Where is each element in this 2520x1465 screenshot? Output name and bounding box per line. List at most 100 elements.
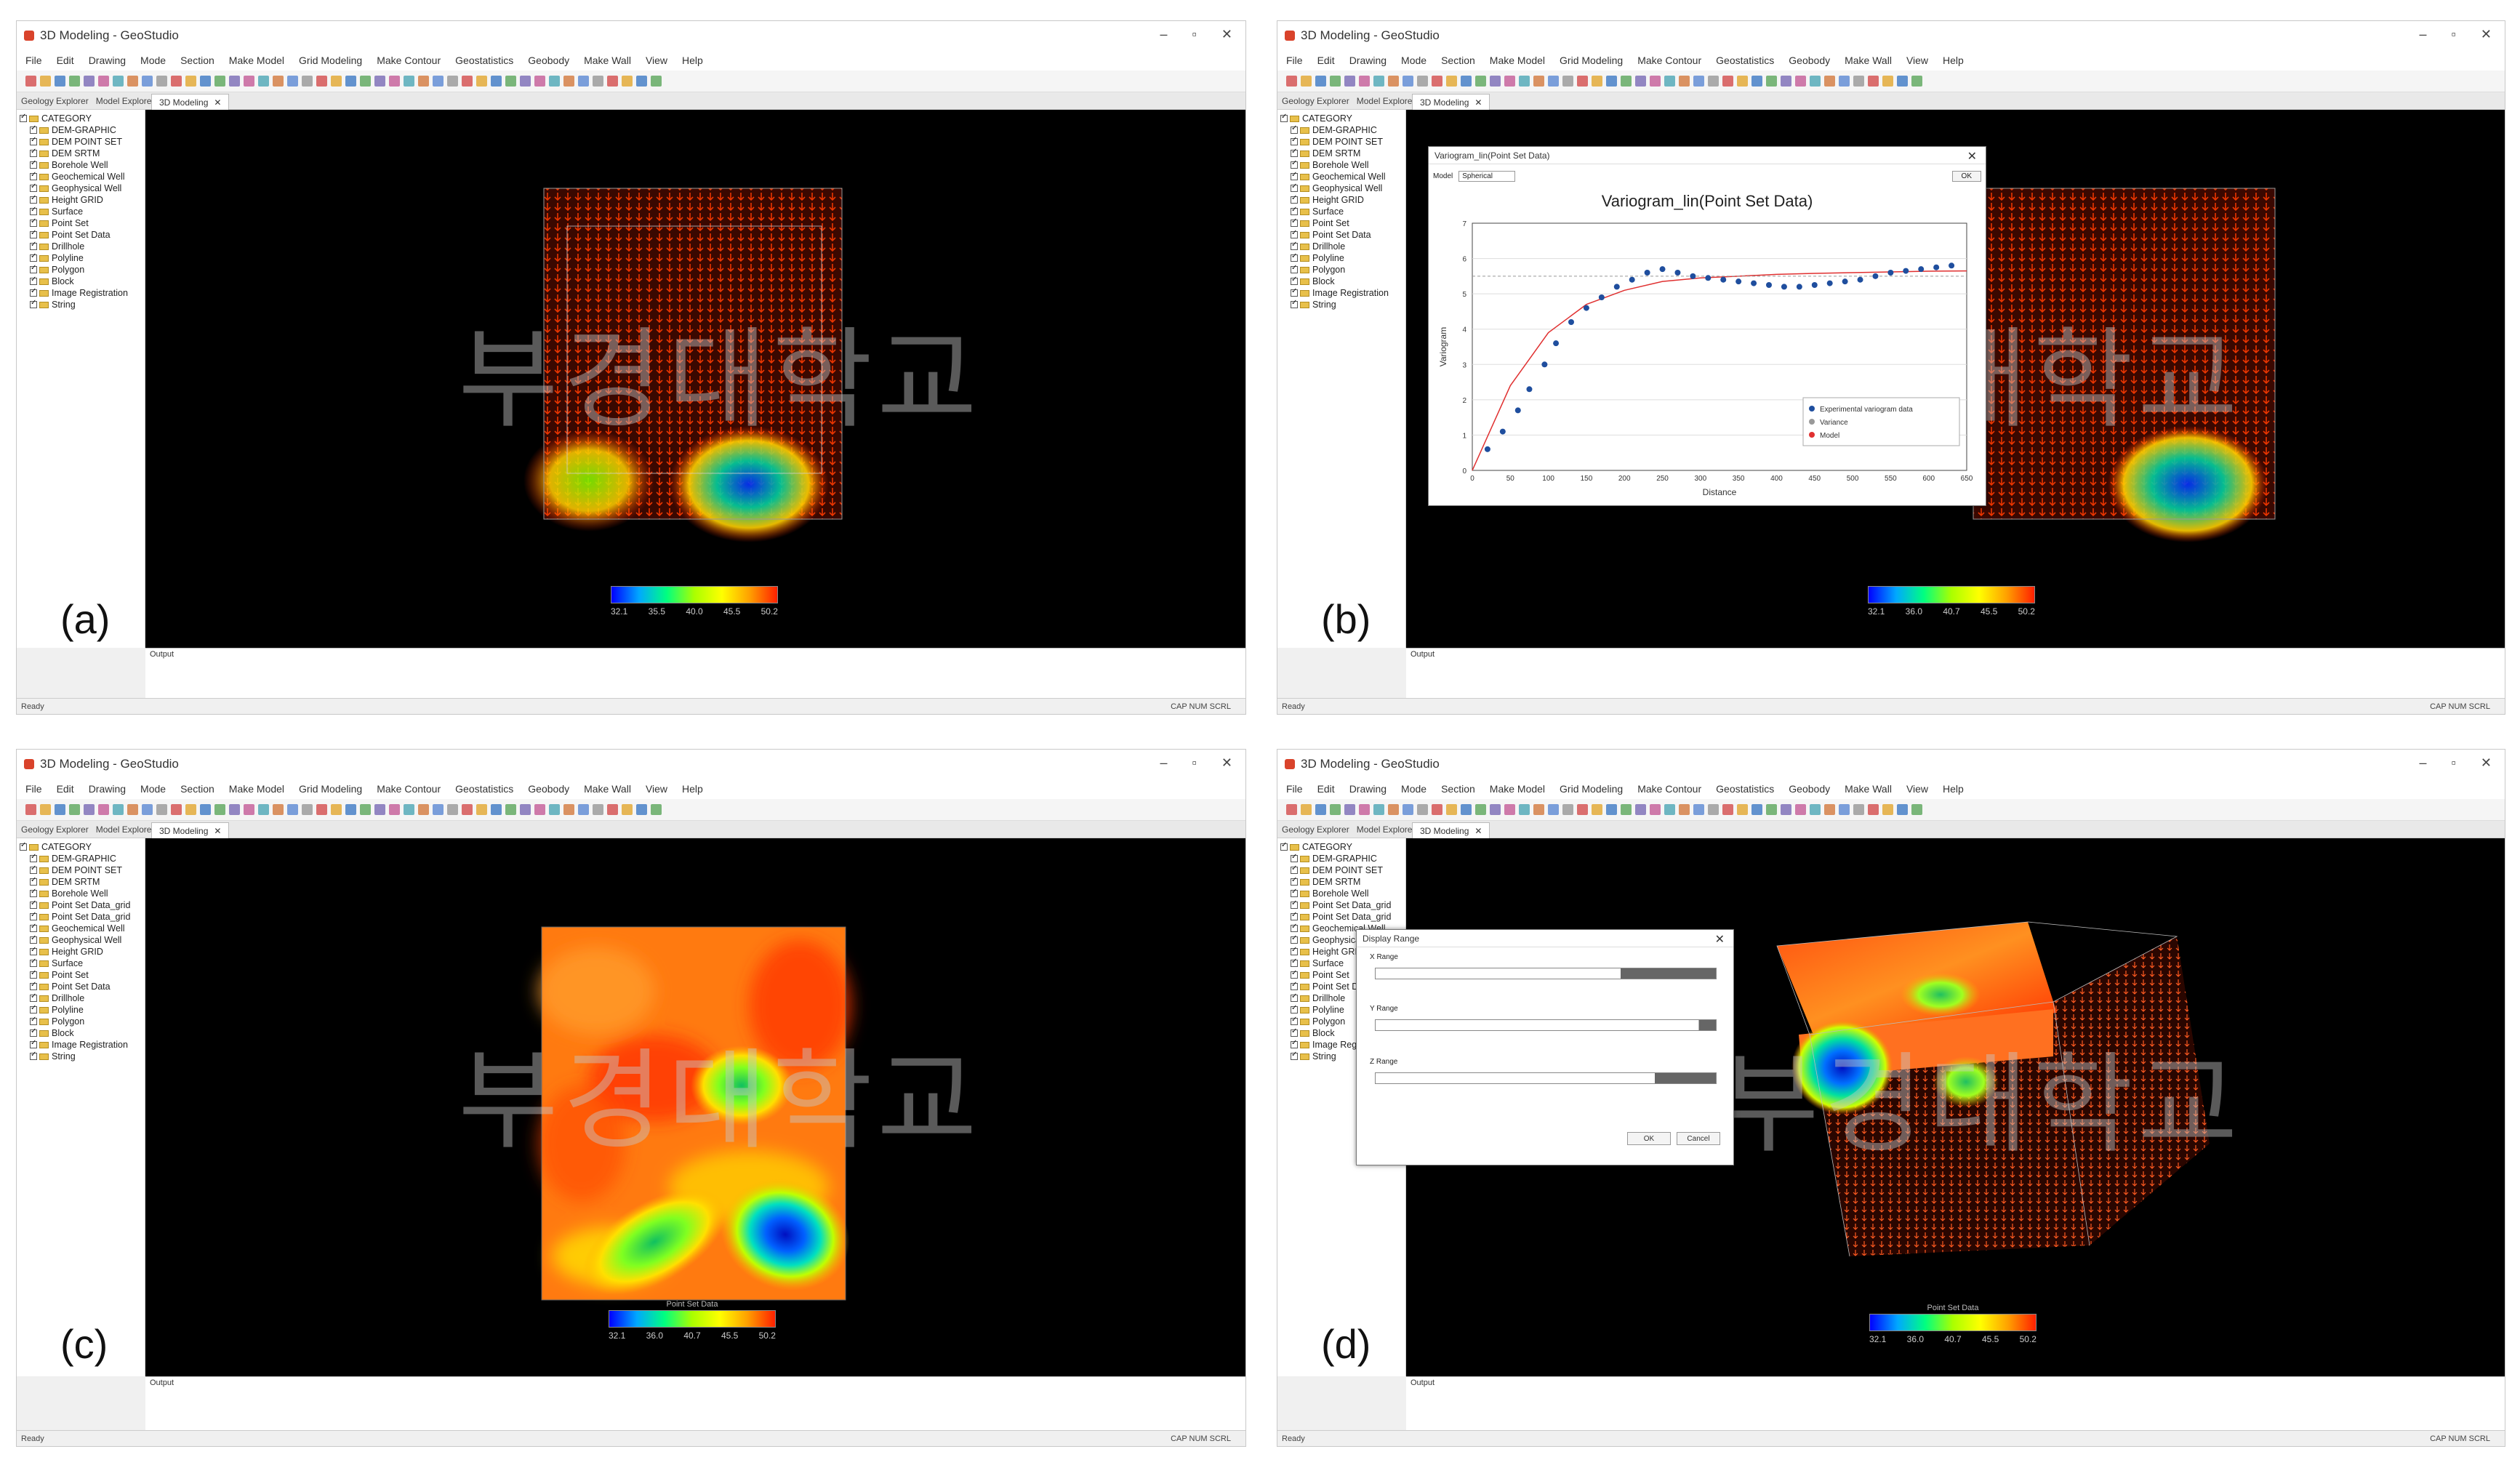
- 3d-viewport[interactable]: 부경대학교 Point Set Data 32.1 36.0 40.7 45.5…: [145, 838, 1245, 1376]
- menu-item[interactable]: View: [645, 55, 668, 66]
- 3d-viewport[interactable]: 부경대학교 32.1 36.0 40.7 45.5 50.2 Variogram…: [1406, 110, 2505, 648]
- tree-item[interactable]: Geochemical Well: [20, 923, 142, 934]
- tree-item[interactable]: String: [1280, 1051, 1403, 1062]
- toolbar-button-icon[interactable]: [1911, 76, 1922, 87]
- menu-item[interactable]: Drawing: [1349, 55, 1387, 66]
- tree-item[interactable]: Block: [20, 1027, 142, 1039]
- toolbar-button-icon[interactable]: [1315, 804, 1326, 815]
- toolbar-button-icon[interactable]: [1475, 76, 1486, 87]
- toolbar-button-icon[interactable]: [302, 76, 313, 87]
- checkbox-icon[interactable]: [1291, 136, 1298, 145]
- toolbar-button-icon[interactable]: [127, 76, 138, 87]
- checkbox-icon[interactable]: [30, 1039, 37, 1048]
- tab-3d-modeling[interactable]: 3D Modeling ✕: [1412, 94, 1490, 110]
- maximize-icon[interactable]: ▫: [2451, 27, 2456, 41]
- tree-item[interactable]: Geophysical Well: [20, 934, 142, 946]
- tree-item[interactable]: Point Set: [20, 969, 142, 981]
- menu-item[interactable]: File: [1286, 783, 1303, 795]
- checkbox-icon[interactable]: [30, 299, 37, 308]
- close-icon[interactable]: ✕: [2480, 27, 2492, 41]
- toolbar-button-icon[interactable]: [1548, 76, 1559, 87]
- menu-item[interactable]: Section: [180, 783, 214, 795]
- toolbar-button-icon[interactable]: [113, 76, 124, 87]
- toolbar-button-icon[interactable]: [1417, 76, 1428, 87]
- toolbar-button-icon[interactable]: [1577, 804, 1588, 815]
- toolbar-button-icon[interactable]: [1475, 804, 1486, 815]
- y-range-slider[interactable]: [1375, 1019, 1717, 1031]
- toolbar-button-icon[interactable]: [229, 804, 240, 815]
- toolbar-button-icon[interactable]: [1373, 76, 1384, 87]
- menu-item[interactable]: Geostatistics: [455, 55, 514, 66]
- menu-item[interactable]: Geostatistics: [1716, 55, 1775, 66]
- checkbox-icon[interactable]: [1291, 264, 1298, 273]
- toolbar-button-icon[interactable]: [1679, 804, 1690, 815]
- toolbar-button-icon[interactable]: [1301, 804, 1312, 815]
- window-titlebar[interactable]: 3D Modeling - GeoStudio – ▫ ✕: [1277, 750, 2505, 779]
- toolbar-button-icon[interactable]: [1737, 804, 1748, 815]
- toolbar-button-icon[interactable]: [200, 804, 211, 815]
- tree-item[interactable]: String: [20, 299, 142, 310]
- toolbar-button-icon[interactable]: [1664, 804, 1675, 815]
- menu-item[interactable]: Edit: [1317, 783, 1335, 795]
- toolbar-button-icon[interactable]: [1810, 76, 1821, 87]
- toolbar-button-icon[interactable]: [1533, 76, 1544, 87]
- checkbox-icon[interactable]: [30, 899, 37, 909]
- toolbar-button-icon[interactable]: [447, 804, 458, 815]
- toolbar-button-icon[interactable]: [1490, 76, 1501, 87]
- tree-item[interactable]: DEM SRTM: [20, 876, 142, 888]
- tab-3d-modeling[interactable]: 3D Modeling ✕: [151, 94, 230, 110]
- tab-model-explorer[interactable]: Model Explorer: [1356, 96, 1416, 106]
- toolbar-button-icon[interactable]: [563, 804, 574, 815]
- toolbar-button-icon[interactable]: [331, 76, 342, 87]
- tree-item[interactable]: CATEGORY: [1280, 113, 1403, 124]
- toolbar-button-icon[interactable]: [651, 804, 662, 815]
- tab-model-explorer[interactable]: Model Explorer: [1356, 824, 1416, 835]
- checkbox-icon[interactable]: [30, 888, 37, 897]
- menu-item[interactable]: Drawing: [88, 55, 127, 66]
- tree-item[interactable]: Image Registration: [1280, 287, 1403, 299]
- checkbox-icon[interactable]: [1291, 299, 1298, 308]
- toolbar-button-icon[interactable]: [69, 76, 80, 87]
- tree-item[interactable]: Point Set Data: [20, 229, 142, 241]
- checkbox-icon[interactable]: [1291, 923, 1298, 932]
- menu-item[interactable]: Geobody: [528, 55, 570, 66]
- checkbox-icon[interactable]: [30, 1027, 37, 1037]
- tree-item[interactable]: Surface: [20, 958, 142, 969]
- toolbar-button-icon[interactable]: [1664, 76, 1675, 87]
- checkbox-icon[interactable]: [1291, 899, 1298, 909]
- toolbar-button-icon[interactable]: [636, 804, 647, 815]
- toolbar-button-icon[interactable]: [622, 804, 633, 815]
- menu-item[interactable]: Make Contour: [377, 783, 441, 795]
- toolbar-button-icon[interactable]: [1781, 804, 1791, 815]
- checkbox-icon[interactable]: [1291, 864, 1298, 874]
- ok-button[interactable]: OK: [1627, 1132, 1671, 1145]
- checkbox-icon[interactable]: [1291, 934, 1298, 944]
- menu-item[interactable]: Mode: [140, 55, 166, 66]
- tree-item[interactable]: Point Set: [1280, 217, 1403, 229]
- toolbar-button-icon[interactable]: [433, 804, 444, 815]
- toolbar-button-icon[interactable]: [1882, 76, 1893, 87]
- toolbar-button-icon[interactable]: [1286, 76, 1297, 87]
- toolbar-button-icon[interactable]: [171, 804, 182, 815]
- tree-item[interactable]: String: [20, 1051, 142, 1062]
- tree-item[interactable]: DEM-GRAPHIC: [1280, 124, 1403, 136]
- checkbox-icon[interactable]: [1291, 194, 1298, 204]
- toolbar-button-icon[interactable]: [1766, 804, 1777, 815]
- checkbox-icon[interactable]: [1291, 1051, 1298, 1060]
- tree-item[interactable]: Point Set Data: [20, 981, 142, 992]
- toolbar-button-icon[interactable]: [40, 76, 51, 87]
- tree-item[interactable]: Polyline: [1280, 1004, 1403, 1016]
- toolbar-button-icon[interactable]: [1722, 804, 1733, 815]
- toolbar-button-icon[interactable]: [622, 76, 633, 87]
- toolbar-button-icon[interactable]: [1344, 76, 1355, 87]
- toolbar-button-icon[interactable]: [1519, 76, 1530, 87]
- toolbar-button-icon[interactable]: [1911, 804, 1922, 815]
- toolbar-button-icon[interactable]: [1286, 804, 1297, 815]
- menu-item[interactable]: Geostatistics: [1716, 783, 1775, 795]
- window-titlebar[interactable]: 3D Modeling - GeoStudio – ▫ ✕: [17, 21, 1245, 50]
- toolbar-button-icon[interactable]: [127, 804, 138, 815]
- tree-item[interactable]: DEM POINT SET: [1280, 864, 1403, 876]
- toolbar-button-icon[interactable]: [316, 804, 327, 815]
- close-icon[interactable]: ✕: [2480, 755, 2492, 770]
- toolbar-button-icon[interactable]: [214, 804, 225, 815]
